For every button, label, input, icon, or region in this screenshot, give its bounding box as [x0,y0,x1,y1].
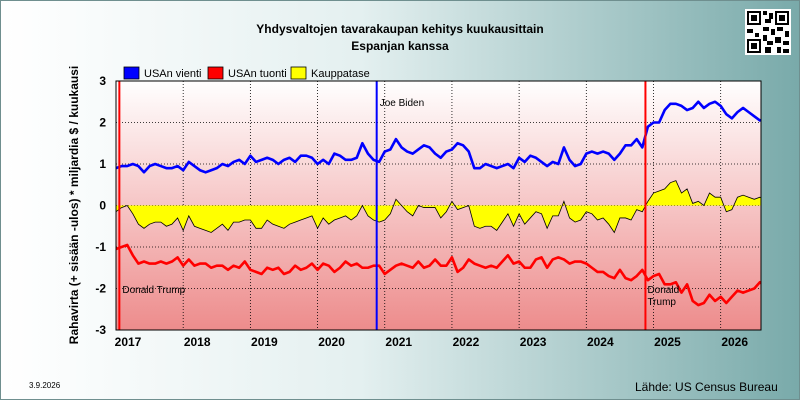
y-tick-label: -2 [95,282,106,296]
plot-border [115,80,762,331]
y-tick-label: 0 [99,199,106,213]
export-series-line [116,100,761,174]
legend-label: Kauppatase [311,68,370,80]
source-label: Lähde: US Census Bureau [635,380,778,394]
legend-swatch [207,66,224,80]
legend: USAn vienti USAn tuonti Kauppatase [123,66,370,80]
qr-code-icon [745,9,791,55]
chart-subtitle: Espanjan kanssa [351,39,449,53]
event-label: Joe Biden [380,98,424,109]
chart-title: Yhdysvaltojen tavarakaupan kehitys kuuka… [256,22,544,36]
x-tick-label: 2021 [385,335,412,349]
x-axis: 2017 2018 2019 2020 2021 2022 2023 2024 2025 2026 [115,335,749,349]
x-tick-label: 2017 [115,335,142,349]
balance-area [116,180,761,234]
balance-line [116,180,761,234]
event-label: Donald Trump [122,285,185,296]
x-tick-label: 2026 [721,335,748,349]
y-axis: -3 -2 -1 0 1 2 3 [95,74,106,337]
y-tick-label: -3 [95,323,106,337]
x-tick-label: 2025 [654,335,681,349]
event-label-line: Donald [647,285,679,296]
y-tick-label: 2 [99,116,106,130]
legend-swatch [290,66,307,80]
x-tick-label: 2020 [318,335,345,349]
balance-fill [116,180,761,233]
y-tick-label: -1 [95,240,106,254]
x-tick-label: 2022 [453,335,480,349]
y-axis-label: Rahavirta (+ sisään -ulos) * miljardia $… [67,66,81,344]
y-tick-label: 3 [99,74,106,88]
x-tick-label: 2019 [251,335,278,349]
x-tick-label: 2018 [184,335,211,349]
date-stamp: 3.9.2026 [29,381,61,390]
event-label-line: Trump [647,297,676,308]
legend-label: USAn vienti [144,68,201,80]
x-tick-label: 2024 [587,335,614,349]
legend-swatch [123,66,140,80]
y-tick-label: 1 [99,157,106,171]
series-lines [116,100,761,307]
x-tick-label: 2023 [520,335,547,349]
import-series-line [116,243,761,307]
legend-label: USAn tuonti [228,68,287,80]
